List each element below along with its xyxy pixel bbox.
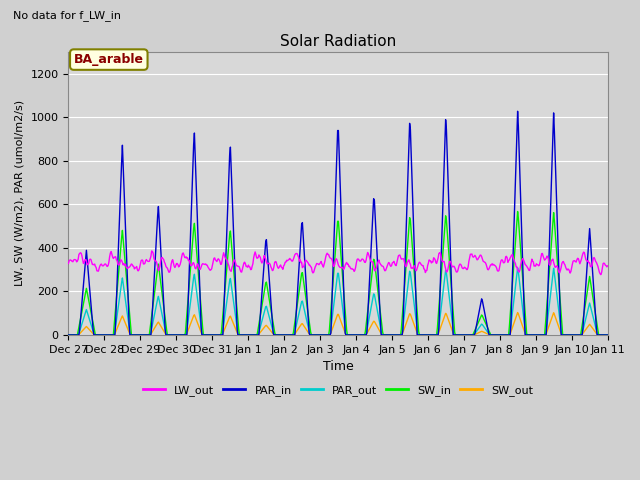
Text: No data for f_LW_in: No data for f_LW_in — [13, 10, 121, 21]
Y-axis label: LW, SW (W/m2), PAR (umol/m2/s): LW, SW (W/m2), PAR (umol/m2/s) — [15, 100, 25, 287]
X-axis label: Time: Time — [323, 360, 353, 373]
Text: BA_arable: BA_arable — [74, 53, 144, 66]
Title: Solar Radiation: Solar Radiation — [280, 34, 396, 49]
Legend: LW_out, PAR_in, PAR_out, SW_in, SW_out: LW_out, PAR_in, PAR_out, SW_in, SW_out — [139, 381, 538, 400]
